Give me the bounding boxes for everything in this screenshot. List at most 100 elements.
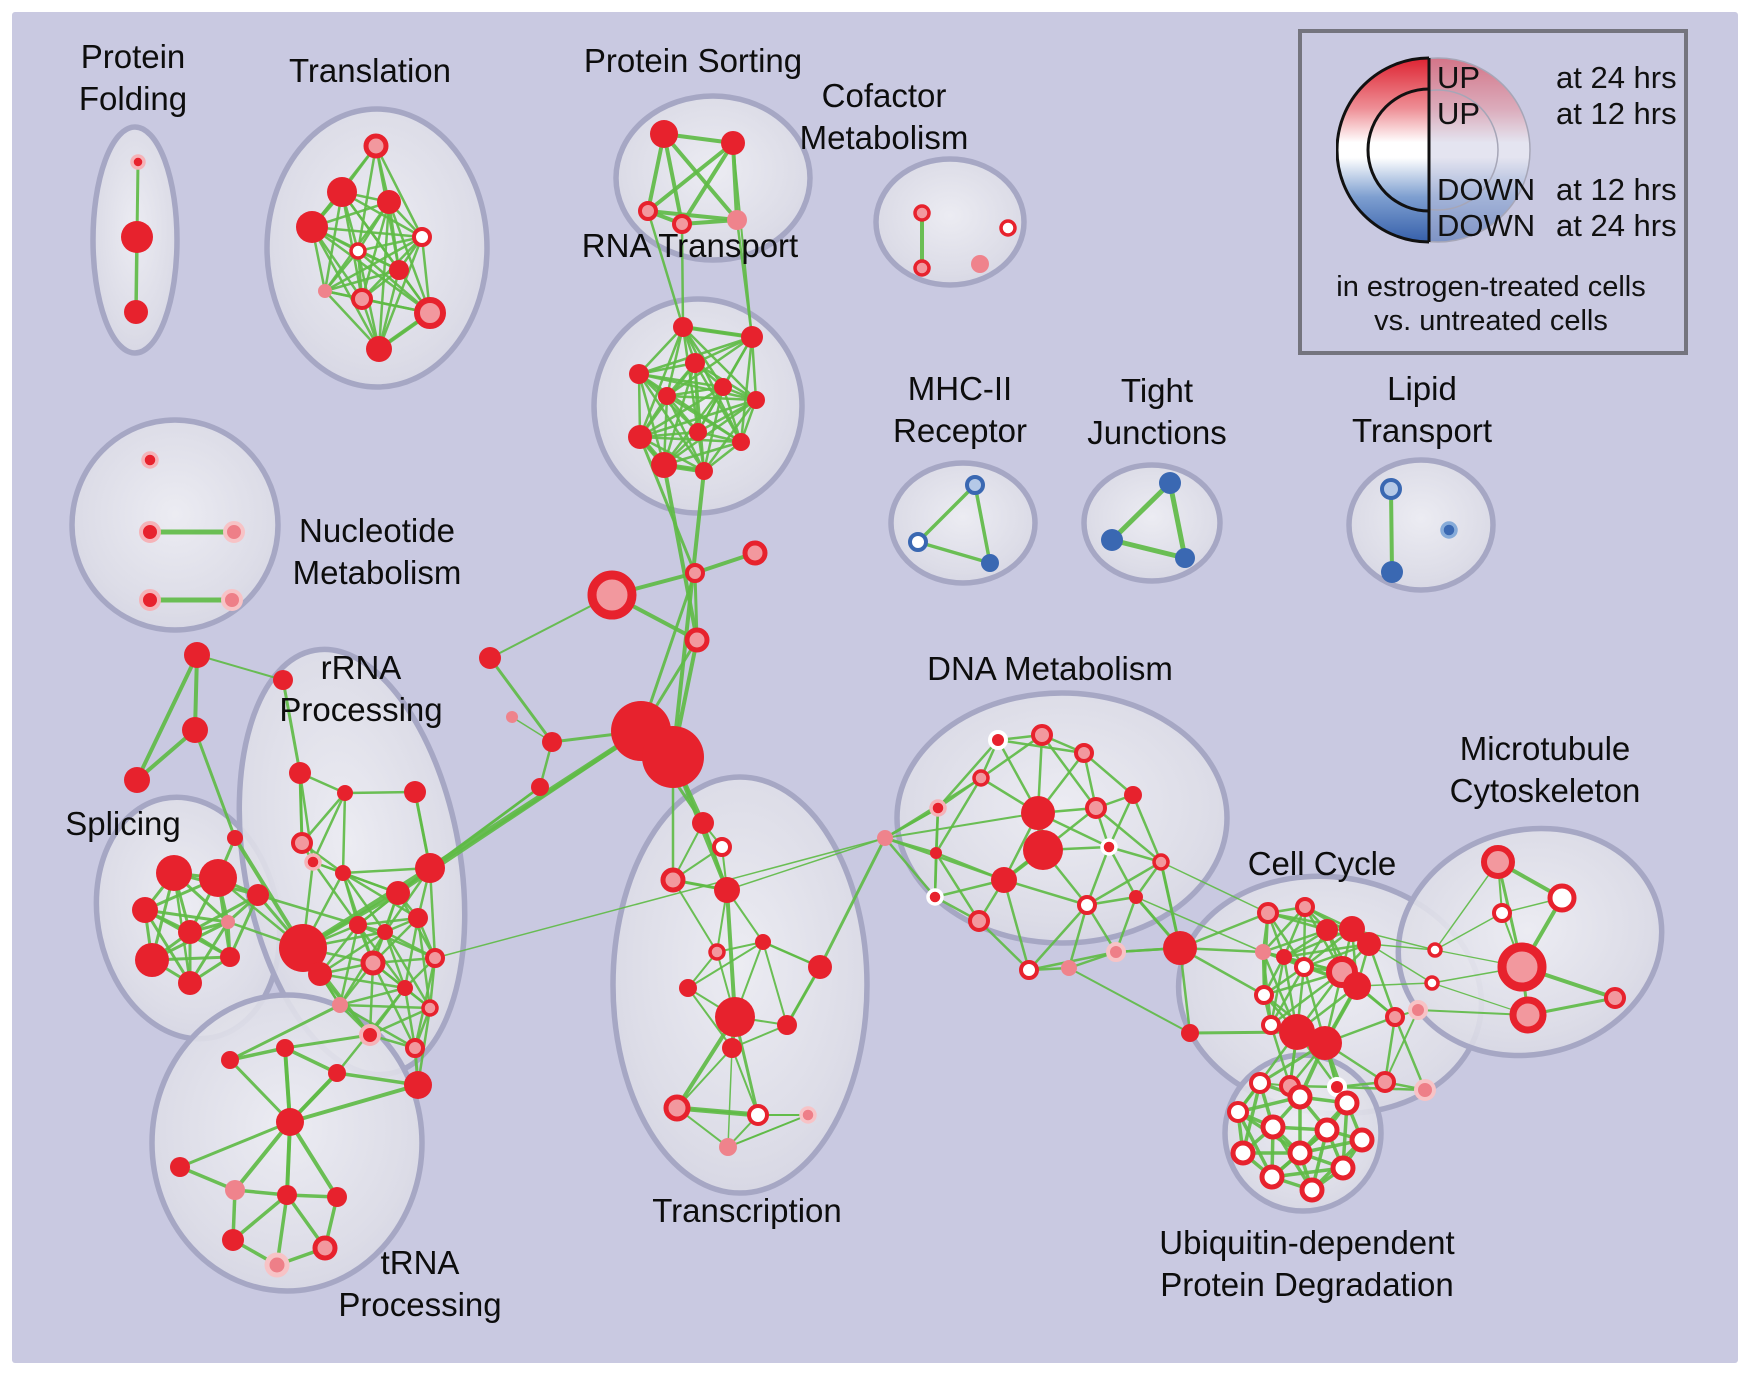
cluster-label-microtubule-cytoskeleton: Cytoskeleton	[1450, 772, 1641, 809]
network-edge	[193, 728, 237, 840]
legend-down12-time: at 12 hrs	[1556, 172, 1677, 207]
network-node-mhc-ii-receptor	[908, 532, 928, 552]
cluster-label-cofactor-metabolism: Metabolism	[800, 119, 969, 156]
network-node-connectors	[587, 570, 637, 620]
network-edge	[434, 837, 886, 959]
network-node-rrna-processing	[377, 924, 393, 940]
network-node-dna-metabolism	[1085, 797, 1107, 819]
network-node-protein-sorting	[638, 201, 658, 221]
network-edge	[1282, 942, 1371, 959]
network-edge	[936, 738, 1000, 810]
network-node-protein-folding	[124, 300, 148, 324]
network-edge	[228, 893, 260, 959]
network-edge	[637, 325, 685, 376]
network-node-microtubule-cytoskeleton	[1492, 903, 1512, 923]
network-node-rna-transport	[714, 378, 732, 396]
cluster-label-tight-junctions: Tight	[1121, 372, 1193, 409]
network-edge	[732, 142, 753, 338]
legend-up24-dir: UP	[1437, 60, 1480, 95]
cluster-label-translation: Translation	[289, 52, 451, 89]
network-node-splicing	[247, 884, 269, 906]
network-node-cell-cycle	[1385, 1007, 1405, 1027]
network-edge	[318, 972, 407, 990]
network-node-rrna-processing	[349, 916, 367, 934]
network-node-translation	[366, 336, 392, 362]
network-edge	[1384, 1009, 1419, 1083]
network-node-rrna-processing	[304, 853, 322, 871]
network-node-trna-processing	[327, 1187, 347, 1207]
network-node-cofactor-metabolism	[913, 259, 931, 277]
network-node-dna-metabolism	[1163, 931, 1197, 965]
network-edge	[1067, 903, 1089, 970]
network-node-translation	[318, 284, 332, 298]
network-node-dna-metabolism	[968, 910, 990, 932]
network-node-dna-metabolism	[1031, 724, 1053, 746]
cluster-label-ubiquitin-degradation: Protein Degradation	[1160, 1266, 1454, 1303]
network-node-trna-processing	[404, 1071, 432, 1099]
network-edge	[1068, 967, 1191, 1034]
network-node-translation	[412, 227, 432, 247]
network-node-transcription	[712, 837, 732, 857]
cluster-label-lipid-transport: Transport	[1352, 412, 1492, 449]
network-edge	[726, 837, 886, 891]
cluster-label-mhc-ii-receptor: MHC-II	[908, 370, 1012, 407]
cluster-label-cofactor-metabolism: Cofactor	[822, 77, 947, 114]
network-node-ubiquitin-degradation	[1259, 1164, 1285, 1190]
network-node-ubiquitin-degradation	[1249, 1072, 1271, 1094]
network-edge	[323, 268, 401, 293]
network-node-tight-junctions	[1159, 472, 1181, 494]
network-node-rrna-processing	[359, 1024, 381, 1046]
cluster-label-splicing: Splicing	[65, 805, 181, 842]
network-edge	[687, 941, 764, 989]
network-edge	[662, 440, 743, 467]
network-node-dna-metabolism	[1021, 796, 1055, 830]
network-edge	[281, 678, 302, 775]
network-node-rna-transport	[629, 364, 649, 384]
network-node-lipid-transport	[1440, 521, 1458, 539]
network-node-dna-metabolism	[1152, 853, 1170, 871]
network-node-ubiquitin-degradation	[1349, 1127, 1375, 1153]
network-edge	[428, 866, 437, 960]
network-node-transcription	[714, 877, 740, 903]
network-node-protein-sorting	[650, 120, 678, 148]
network-edge	[1167, 480, 1188, 561]
network-edge	[387, 200, 432, 315]
network-node-ubiquitin-degradation	[1334, 1090, 1360, 1116]
network-edge	[310, 225, 381, 351]
network-node-rrna-processing	[404, 781, 426, 803]
network-edge	[681, 325, 758, 402]
network-node-connectors	[531, 778, 549, 796]
network-node-connectors	[685, 563, 705, 583]
legend: UP at 24 hrs UP at 12 hrs DOWN at 12 hrs…	[1298, 29, 1688, 355]
network-edge	[360, 200, 391, 301]
network-node-rna-transport	[658, 387, 676, 405]
network-node-transcription	[660, 867, 686, 893]
cluster-ellipse-cofactor-metabolism	[873, 156, 1027, 288]
network-node-rna-transport	[685, 353, 705, 373]
network-edge	[311, 791, 347, 864]
network-edge	[196, 654, 284, 681]
cluster-label-mhc-ii-receptor: Receptor	[893, 412, 1027, 449]
network-edge	[298, 771, 304, 845]
network-edge	[665, 335, 754, 398]
network-node-nucleotide-metabolism	[139, 521, 161, 543]
legend-up24-time: at 24 hrs	[1556, 60, 1677, 95]
network-node-rrna-processing	[279, 924, 327, 972]
network-node-nucleotide-metabolism	[221, 589, 243, 611]
network-node-ubiquitin-degradation	[1260, 1114, 1286, 1140]
network-edge	[377, 268, 401, 351]
network-node-rrna-processing	[308, 962, 332, 986]
network-edge	[665, 385, 725, 398]
network-node-rna-transport	[747, 391, 765, 409]
legend-up12-time: at 12 hrs	[1556, 96, 1677, 131]
network-edge	[671, 469, 706, 759]
network-edge	[883, 836, 937, 899]
network-node-trna-processing	[225, 1180, 245, 1200]
network-node-splicing	[178, 920, 202, 944]
network-edge	[374, 144, 424, 239]
network-node-connectors	[542, 732, 562, 752]
network-node-microtubule-cytoskeleton	[1509, 996, 1547, 1034]
network-node-connectors	[182, 717, 208, 743]
network-node-dna-metabolism	[1106, 942, 1126, 962]
network-edge	[178, 1120, 292, 1169]
